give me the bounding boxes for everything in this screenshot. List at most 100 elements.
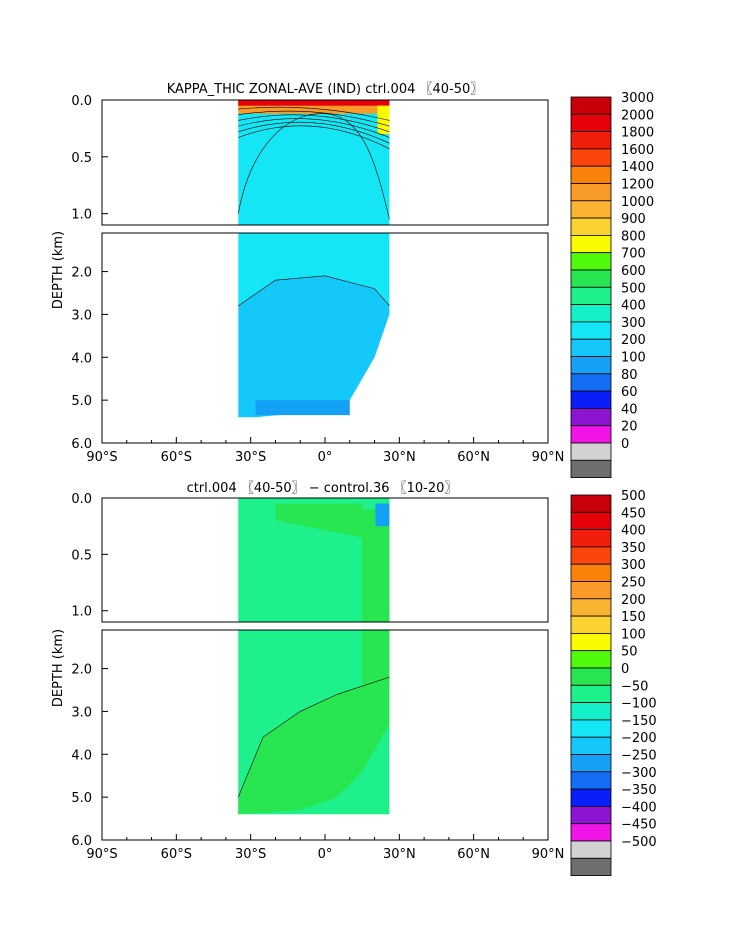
x-tick-label: 30°S (235, 450, 266, 465)
colorbar-label: 450 (621, 506, 646, 521)
colorbar-label: 600 (621, 264, 646, 279)
y-tick-label: 6.0 (71, 437, 92, 452)
x-tick-label: 0° (318, 847, 333, 862)
x-tick-label: 90°N (532, 450, 565, 465)
colorbar-swatch (570, 615, 612, 634)
colorbar-swatch (570, 286, 612, 305)
top-panel-ylabel: DEPTH (km) (51, 231, 66, 309)
colorbar-swatch (570, 373, 612, 392)
y-tick-label: 3.0 (71, 705, 92, 720)
x-tick-label: 0° (318, 450, 333, 465)
colorbar-swatch (570, 633, 612, 652)
colorbar-label: −250 (621, 749, 657, 764)
colorbar-label: 80 (621, 368, 638, 383)
contour-line (238, 676, 390, 798)
x-tick-label: 30°S (235, 847, 266, 862)
field-band (238, 677, 390, 815)
x-tick-label: 60°S (161, 847, 192, 862)
colorbar-label: 300 (621, 316, 646, 331)
colorbar-label: 100 (621, 627, 646, 642)
colorbar-swatch (570, 650, 612, 669)
y-tick-label: 2.0 (71, 663, 92, 678)
y-tick-label: 5.0 (71, 791, 92, 806)
colorbar-swatch (570, 598, 612, 617)
colorbar-label: −500 (621, 835, 657, 850)
x-tick-label: 30°N (383, 847, 416, 862)
colorbar-label: 200 (621, 333, 646, 348)
colorbar-swatch (570, 511, 612, 530)
bottom-panel-title: ctrl.004 〖40-50〗 − control.36 〖10-20〗 (187, 481, 458, 496)
colorbar-swatch (570, 131, 612, 150)
y-tick-label: 1.0 (71, 605, 92, 620)
y-tick-label: 2.0 (71, 266, 92, 281)
y-tick-label: 0.5 (71, 548, 92, 563)
colorbar-label: 2000 (621, 108, 654, 123)
colorbar-label: −300 (621, 766, 657, 781)
colorbar-swatch (570, 806, 612, 825)
colorbar-swatch (570, 667, 612, 686)
colorbar-label: 700 (621, 247, 646, 262)
bottom-panel-ylabel: DEPTH (km) (51, 629, 66, 707)
contour-line (238, 275, 390, 307)
colorbar-label: −200 (621, 731, 657, 746)
colorbar: 3000200018001600140012001000900800700600… (570, 91, 654, 478)
colorbar-swatch (570, 356, 612, 375)
colorbar-swatch (570, 442, 612, 461)
colorbar-label: 3000 (621, 91, 654, 106)
colorbar-label: −350 (621, 783, 657, 798)
contour-line (238, 118, 390, 138)
colorbar-label: −150 (621, 714, 657, 729)
x-tick-label: 60°N (457, 450, 490, 465)
colorbar-swatch (570, 563, 612, 582)
colorbar-swatch (570, 200, 612, 219)
y-tick-label: 0.0 (71, 94, 92, 109)
colorbar-swatch (570, 148, 612, 167)
y-tick-label: 4.0 (71, 748, 92, 763)
colorbar-swatch (570, 183, 612, 202)
colorbar-label: −450 (621, 818, 657, 833)
colorbar-swatch (570, 304, 612, 323)
x-tick-label: 30°N (383, 450, 416, 465)
y-tick-label: 1.0 (71, 208, 92, 223)
colorbar-label: 20 (621, 420, 638, 435)
x-tick-label: 90°S (86, 450, 117, 465)
colorbar-label: 0 (621, 437, 629, 452)
colorbar-swatch (570, 269, 612, 288)
colorbar-label: 500 (621, 489, 646, 504)
colorbar-label: 1000 (621, 195, 654, 210)
colorbar-swatch (570, 736, 612, 755)
colorbar-label: 150 (621, 610, 646, 625)
colorbar-label: 50 (621, 645, 638, 660)
field-band (375, 503, 390, 527)
colorbar-swatch (570, 823, 612, 842)
y-tick-label: 6.0 (71, 834, 92, 849)
field-band (362, 509, 390, 622)
colorbar-label: 500 (621, 281, 646, 296)
contour-line (237, 113, 390, 220)
field-band (238, 100, 390, 225)
colorbar-label: 100 (621, 351, 646, 366)
contour-line (238, 125, 390, 150)
colorbar-swatch (570, 113, 612, 133)
field-band (238, 275, 390, 418)
top-panel: KAPPA_THIC ZONAL-AVE (IND) ctrl.004 〖40-… (51, 82, 654, 478)
colorbar-swatch (570, 546, 612, 565)
contour-line (238, 114, 390, 133)
colorbar-swatch (570, 581, 612, 600)
colorbar-swatch (570, 252, 612, 271)
colorbar-label: 40 (621, 402, 638, 417)
colorbar-label: 1800 (621, 126, 654, 141)
colorbar-label: 1600 (621, 143, 654, 158)
colorbar-swatch (570, 217, 612, 236)
y-tick-label: 0.0 (71, 492, 92, 507)
colorbar-label: −50 (621, 679, 648, 694)
colorbar-label: 350 (621, 541, 646, 556)
colorbar-label: 300 (621, 558, 646, 573)
data-field (238, 498, 390, 815)
contour-line (238, 110, 390, 127)
top-panel-title: KAPPA_THIC ZONAL-AVE (IND) ctrl.004 〖40-… (167, 82, 484, 97)
x-tick-label: 60°S (161, 450, 192, 465)
colorbar-swatch (570, 96, 612, 115)
y-tick-label: 5.0 (71, 394, 92, 409)
